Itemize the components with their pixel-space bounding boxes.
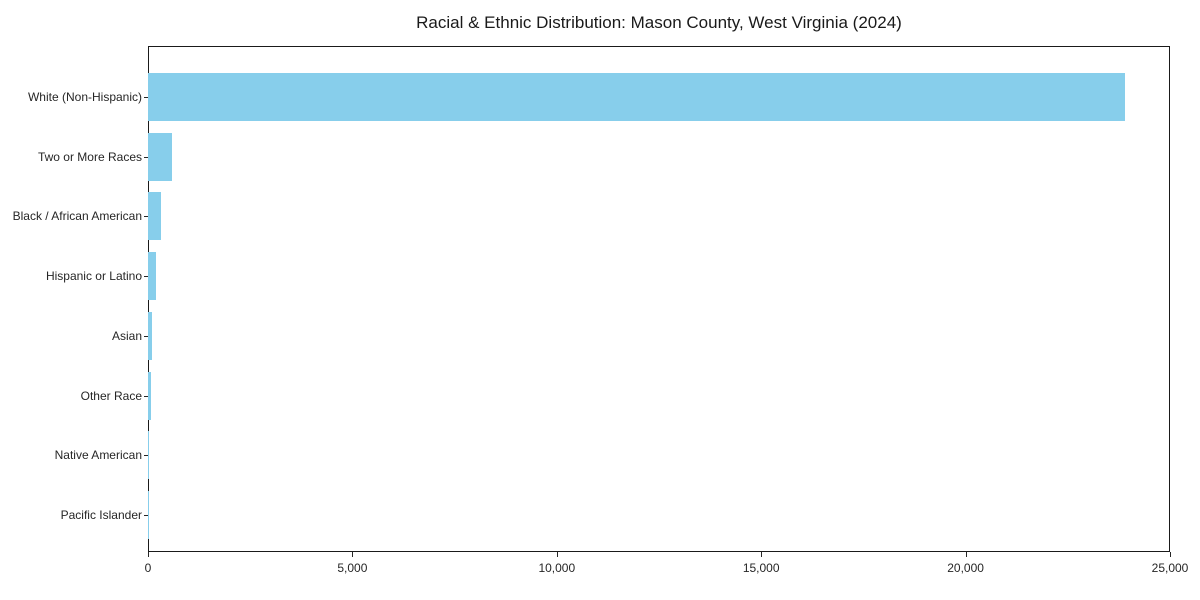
bar-two-or-more-races bbox=[148, 132, 173, 181]
x-tick-label-15-000: 15,000 bbox=[742, 561, 780, 575]
y-label-hispanic-or-latino: Hispanic or Latino bbox=[45, 269, 142, 284]
y-tick-mark bbox=[144, 156, 148, 158]
bar-hispanic-or-latino bbox=[148, 252, 157, 301]
bar-black-african-american bbox=[148, 192, 162, 241]
y-tick-mark bbox=[144, 276, 148, 278]
y-label-native-american: Native American bbox=[54, 448, 142, 463]
plot-area bbox=[148, 46, 1170, 552]
bar-asian bbox=[148, 311, 153, 360]
x-tick-label-20-000: 20,000 bbox=[947, 561, 984, 575]
y-tick-mark bbox=[144, 455, 148, 457]
x-tick-mark bbox=[965, 552, 967, 557]
x-tick-label-25-000: 25,000 bbox=[1151, 561, 1189, 575]
bar-other-race bbox=[148, 371, 152, 420]
x-tick-label-5-000: 5,000 bbox=[337, 561, 368, 575]
x-tick-mark bbox=[352, 552, 354, 557]
y-label-pacific-islander: Pacific Islander bbox=[60, 507, 142, 522]
y-label-other-race: Other Race bbox=[80, 388, 142, 403]
y-label-white-non-hispanic: White (Non-Hispanic) bbox=[27, 90, 142, 104]
y-tick-mark bbox=[144, 395, 148, 397]
y-tick-mark bbox=[144, 514, 148, 516]
y-tick-mark bbox=[144, 216, 148, 218]
y-label-black-african-american: Black / African American bbox=[12, 209, 142, 224]
x-tick-mark bbox=[148, 552, 149, 557]
x-tick-mark bbox=[1170, 552, 1171, 557]
bar-white-non-hispanic bbox=[148, 73, 1126, 121]
x-tick-label-0: 0 bbox=[144, 561, 152, 575]
y-tick-mark bbox=[144, 97, 148, 98]
bar-native-american bbox=[148, 431, 149, 480]
x-tick-mark bbox=[556, 552, 558, 557]
y-label-asian: Asian bbox=[111, 328, 142, 343]
x-tick-mark bbox=[761, 552, 763, 557]
y-tick-mark bbox=[144, 335, 148, 337]
chart-title: Racial & Ethnic Distribution: Mason Coun… bbox=[416, 13, 902, 32]
y-label-two-or-more-races: Two or More Races bbox=[37, 149, 142, 164]
x-tick-label-10-000: 10,000 bbox=[538, 561, 576, 575]
